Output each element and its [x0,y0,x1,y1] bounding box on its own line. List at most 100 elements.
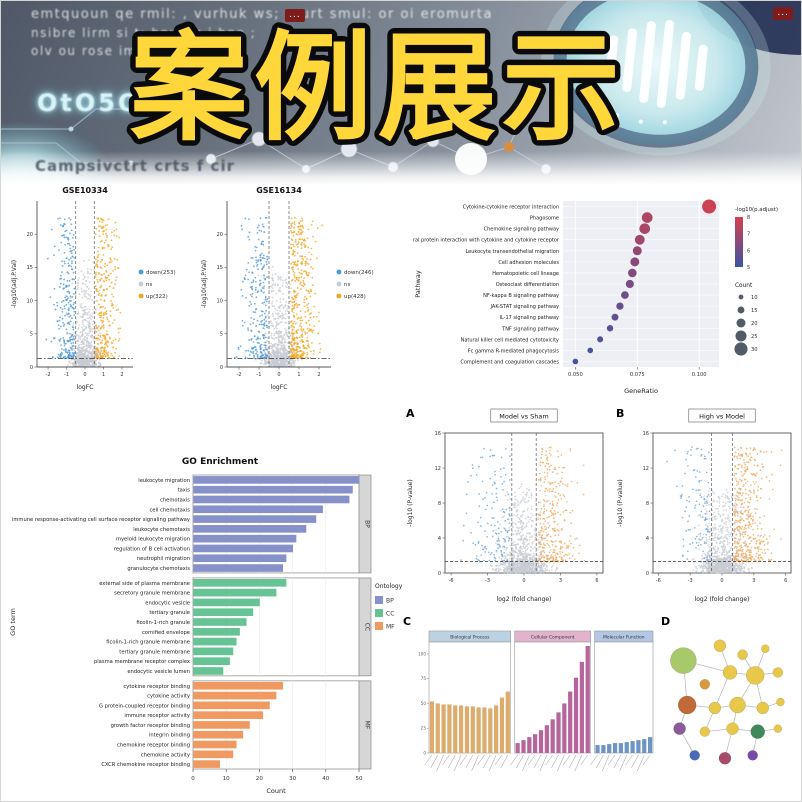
svg-text:30: 30 [751,347,758,353]
svg-text:10: 10 [27,298,33,304]
chart-volcano-model-vs-sham: -6 -3 0 3 6 0 4 8 12 16 log2 (fold change) -log10 (… [403,403,613,609]
svg-text:cell chemotaxis: cell chemotaxis [149,507,190,513]
svg-text:BP: BP [386,598,394,605]
svg-text:integrin binding: integrin binding [149,733,190,739]
svg-text:30: 30 [289,776,296,782]
svg-text:1: 1 [297,372,300,378]
main-title: 案例展示 [124,17,626,163]
svg-text:Complement and coagulation cas: Complement and coagulation cascades [460,359,559,365]
svg-text:4: 4 [438,536,441,542]
main-title-text: 案例展示 [130,19,626,157]
dots-badge-center: ... [285,9,305,22]
gene-network-svg: D [661,615,785,765]
svg-text:-3: -3 [485,578,490,584]
svg-text:log2 (fold change): log2 (fold change) [497,596,552,603]
banner-blur-text-3: olv ou rose im- [31,44,143,58]
svg-text:20: 20 [217,232,223,238]
svg-text:GO term: GO term [9,608,17,636]
svg-text:logFC: logFC [77,384,94,391]
svg-text:5: 5 [220,332,223,338]
svg-text:0: 0 [277,372,280,378]
svg-text:leukocyte chemotaxis: leukocyte chemotaxis [133,527,190,533]
svg-text:0.100: 0.100 [692,372,707,378]
svg-text:CC: CC [364,623,371,631]
svg-text:regulation of B cell activatio: regulation of B cell activation [114,546,190,552]
svg-text:granulocyte chemotaxis: granulocyte chemotaxis [127,566,190,572]
svg-text:25: 25 [751,334,758,340]
svg-text:Ontology: Ontology [375,583,403,590]
svg-text:-2: -2 [237,372,242,378]
chart-go-enrichment: GO Enrichment BP leukocyte migration taxis c… [5,449,409,801]
svg-text:taxis: taxis [178,488,191,494]
chart-volcano-gse10334: -2 -1 0 1 2 0 5 10 15 20 logFC -log10(adj.P.Val) GSE… [7,181,179,397]
svg-text:5: 5 [30,332,33,338]
svg-text:50: 50 [356,776,363,782]
svg-text:tertiary granule: tertiary granule [149,610,190,616]
svg-text:growth factor receptor binding: growth factor receptor binding [111,723,190,729]
svg-text:CXCR chemokine receptor bindin: CXCR chemokine receptor binding [101,762,190,768]
svg-text:logFC: logFC [271,384,288,391]
svg-text:Leukocyte transendothelial mig: Leukocyte transendothelial migration [465,249,559,255]
dots-badge-corner: ... [773,7,793,20]
svg-text:chemokine activity: chemokine activity [141,752,190,758]
go-enrichment-svg: GO Enrichment BP leukocyte migration taxis c… [9,457,403,795]
svg-text:15: 15 [751,308,758,314]
svg-text:Model vs Sham: Model vs Sham [499,413,548,421]
chart-kegg-dotplot: Cytokine-cytokine receptor interaction Ph… [408,191,799,403]
svg-text:Cell adhesion molecules: Cell adhesion molecules [498,260,559,266]
svg-text:chemokine receptor binding: chemokine receptor binding [117,743,190,749]
svg-text:Fc gamma R-mediated phagocytos: Fc gamma R-mediated phagocytosis [468,348,560,354]
svg-text:plasma membrane receptor compl: plasma membrane receptor complex [94,659,190,665]
banner: emtquoun qe rmil: , vurhuk ws; :ourt smu… [1,1,801,185]
volcano-gse16134-svg: -2 -1 0 1 205101520logFC-log10(adj.P.Val)GSE… [201,186,374,391]
svg-text:up(322): up(322) [146,294,168,300]
svg-text:-log10 (P-value): -log10 (P-value) [407,479,414,526]
svg-text:leukocyte migration: leukocyte migration [138,478,190,484]
svg-text:JAK-STAT signaling pathway: JAK-STAT signaling pathway [490,304,560,310]
svg-text:GSE16134: GSE16134 [256,186,302,195]
banner-caption-text: Campsivctrt crts f cir [35,157,235,175]
svg-text:chemotaxis: chemotaxis [160,497,190,503]
capsule-chart-graphic [541,1,771,156]
svg-text:-1: -1 [64,372,69,378]
svg-text:GSE10334: GSE10334 [62,186,108,195]
svg-text:Viral protein interaction with: Viral protein interaction with cytokine … [413,238,560,244]
svg-text:myeloid leukocyte migration: myeloid leukocyte migration [116,537,190,543]
svg-text:Hematopoietic cell lineage: Hematopoietic cell lineage [492,271,559,277]
banner-code-text: OtO5O1C [37,89,182,117]
svg-text:0: 0 [220,365,223,371]
kegg-dotplot-svg: Cytokine-cytokine receptor interaction Ph… [408,199,778,395]
svg-text:40: 40 [322,776,329,782]
svg-text:2: 2 [120,372,123,378]
svg-text:8: 8 [747,215,750,221]
svg-text:Count: Count [735,283,753,289]
svg-text:6: 6 [595,578,598,584]
svg-text:BP: BP [364,520,371,528]
svg-text:cornified envelope: cornified envelope [142,630,190,636]
svg-text:Pathway: Pathway [414,270,422,298]
volcano-model-vs-sham-svg: -6 -3 0 3 6 0 4 8 12 16 log2 (fold change) -log10 (… [406,407,604,603]
svg-text:TNF signaling pathway: TNF signaling pathway [501,326,559,332]
svg-text:15: 15 [217,265,223,271]
svg-text:-log10(p.adjust): -log10(p.adjust) [735,207,778,213]
svg-text:G protein-coupled receptor bin: G protein-coupled receptor binding [99,703,190,709]
svg-text:1: 1 [102,372,105,378]
svg-text:Cytokine-cytokine receptor int: Cytokine-cytokine receptor interaction [463,205,559,211]
chart-gene-network: D [659,613,799,787]
svg-text:7: 7 [747,232,750,238]
svg-text:ns: ns [344,282,350,288]
svg-text:ns: ns [146,282,152,288]
svg-text:MF: MF [386,624,395,631]
svg-text:ficolin-1-rich granule membran: ficolin-1-rich granule membrane [106,640,190,646]
svg-text:CC: CC [386,611,394,618]
svg-text:external side of plasma membra: external side of plasma membrane [99,581,190,587]
svg-text:5: 5 [747,265,750,271]
svg-text:immune response-activating cel: immune response-activating cell surface … [12,517,190,523]
svg-text:0: 0 [30,365,33,371]
chart-volcano-gse16134: -2 -1 0 1 2 0 5 10 15 20 logFC -log10(adj.P.Val) GSE… [197,181,381,397]
banner-blur-text-2: nsibre lirm si t: hnwsiq i bno ; [31,26,257,40]
svg-text:GO Enrichment: GO Enrichment [182,457,259,467]
